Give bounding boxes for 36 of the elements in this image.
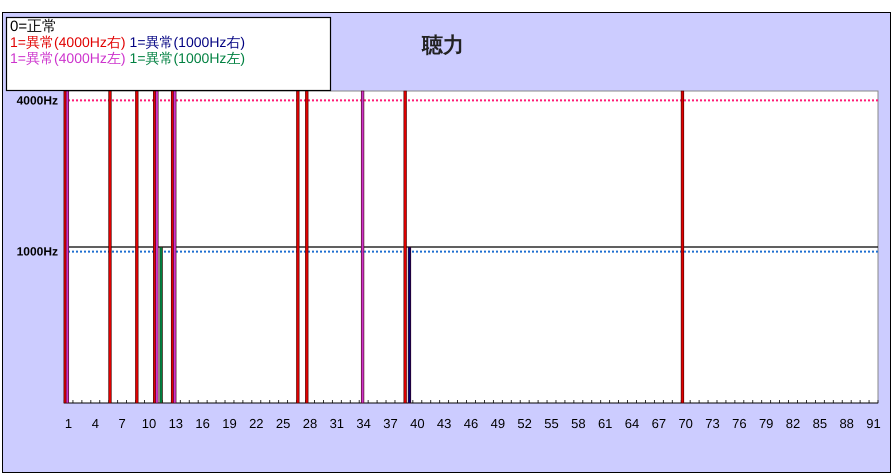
x-tick-label: 40 [410,416,425,431]
x-tick-label: 10 [142,416,156,431]
x-tick-label: 1 [64,416,72,431]
x-tick-label: 67 [652,416,666,431]
x-tick-label: 46 [464,416,478,431]
x-tick-label: 76 [732,416,747,431]
x-tick-label: 4 [92,416,99,431]
x-tick-label: 58 [571,416,586,431]
chart-title: 聴力 [421,34,464,57]
x-tick-label: 64 [624,416,640,431]
x-tick-label: 88 [839,416,854,431]
x-tick-label: 16 [195,416,210,431]
x-tick-label: 37 [383,416,398,431]
x-tick-label: 79 [758,416,774,431]
x-tick-label: 19 [222,416,237,431]
x-tick-label: 82 [786,416,800,431]
x-tick-label: 70 [678,416,693,431]
ref-line-label: 1000Hz [16,244,58,259]
x-tick-label: 73 [705,416,720,431]
x-tick-label: 34 [356,416,371,431]
x-tick-label: 91 [866,416,881,431]
x-tick-label: 31 [330,416,344,431]
legend-title: 0=正常 [10,18,58,35]
x-tick-label: 13 [168,416,184,431]
x-tick-label: 28 [302,416,318,431]
x-tick-label: 55 [544,416,559,431]
x-tick-label: 25 [276,416,290,431]
x-tick-label: 61 [598,416,612,431]
x-tick-label: 43 [436,416,452,431]
x-tick-label: 52 [517,416,532,431]
x-tick-label: 22 [249,416,264,431]
x-tick-label: 85 [812,416,828,431]
x-tick-label: 49 [490,416,506,431]
legend: 0=正常 1=異常(4000Hz右) 1=異常(4000Hz左) 1=異常(1000Hz右) 1=異常(1000Hz左) [6,16,332,92]
x-tick-label: 7 [118,416,126,431]
ref-line-label: 4000Hz [16,93,58,108]
